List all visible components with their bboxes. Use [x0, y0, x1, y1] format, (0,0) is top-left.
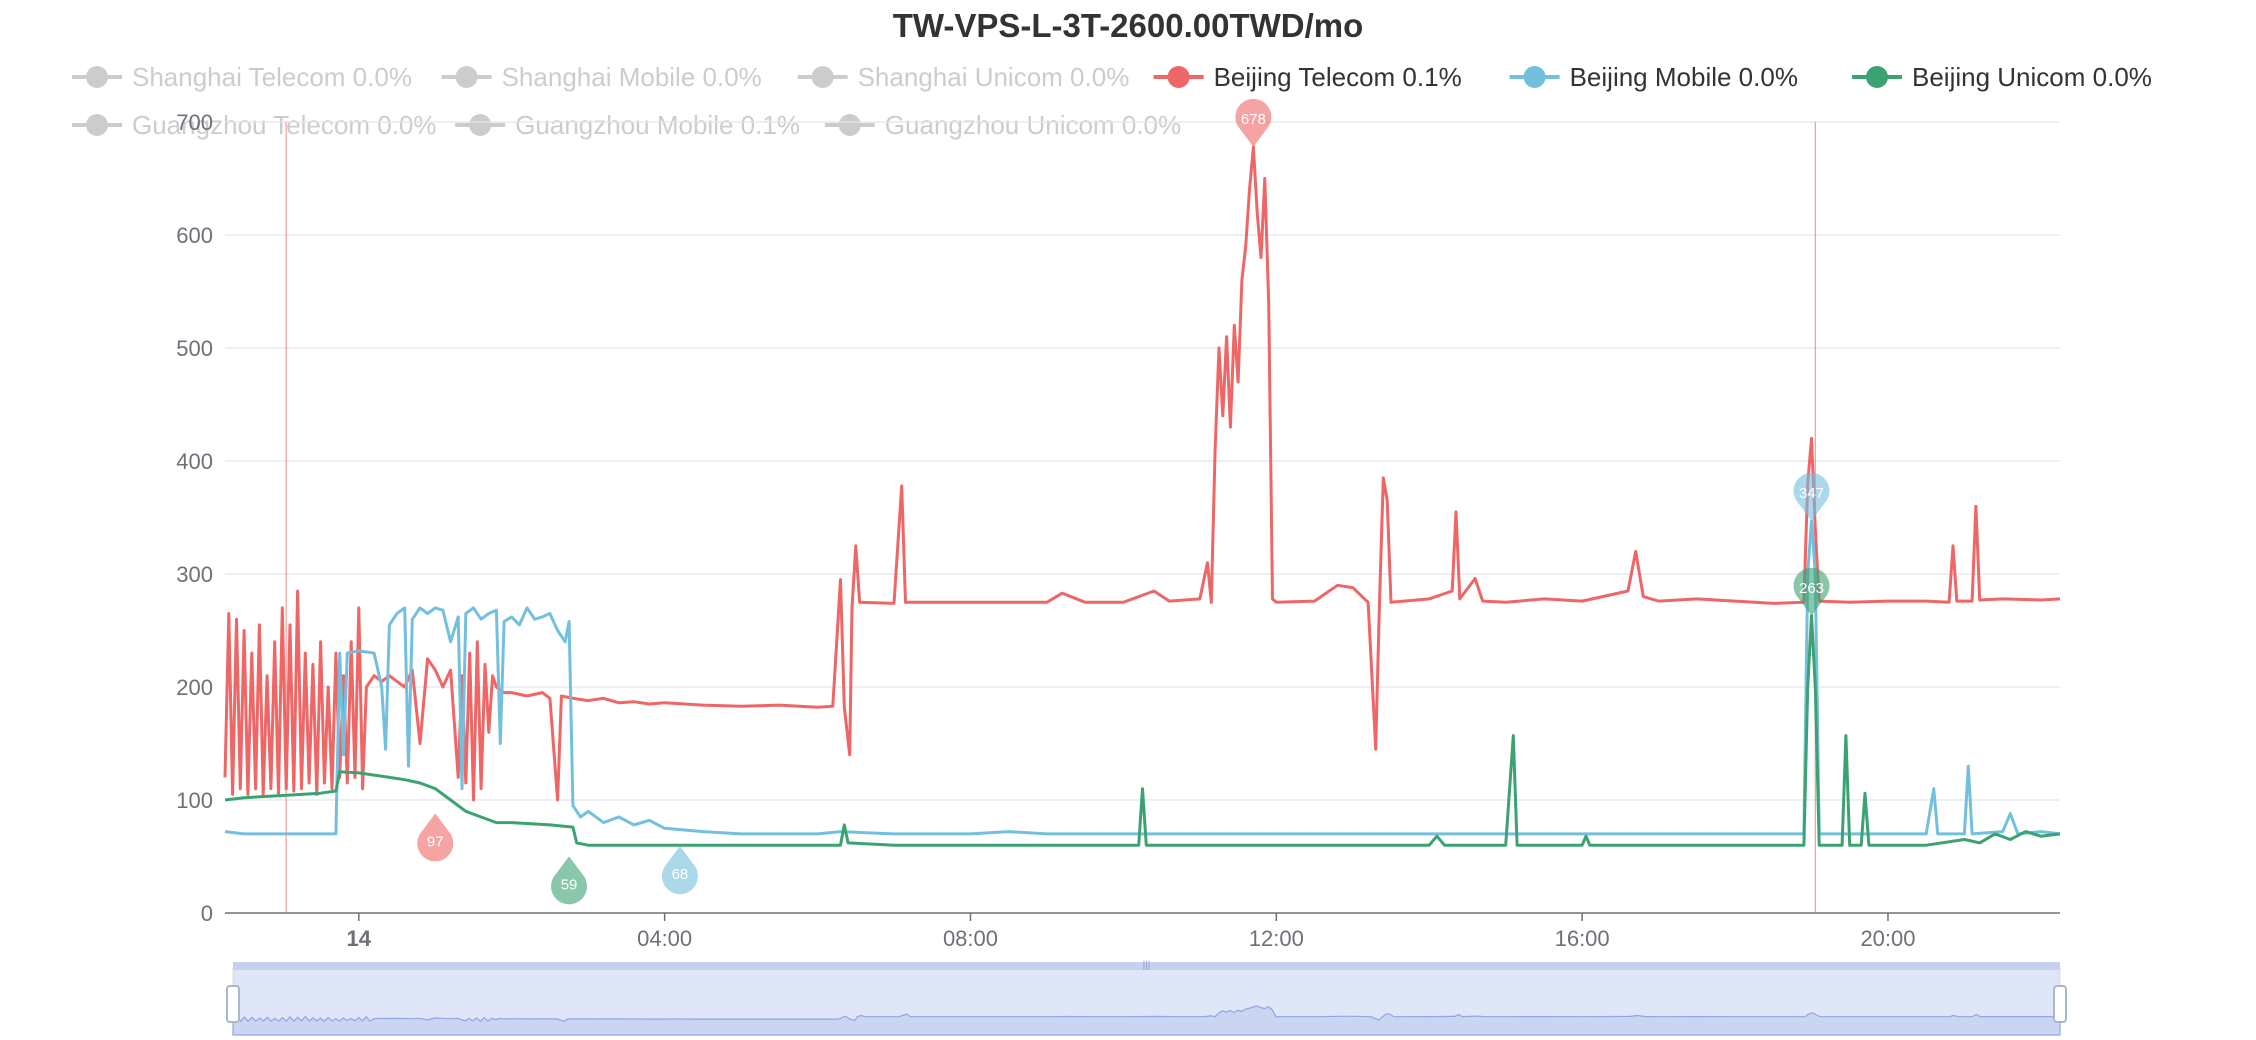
min-value-marker: 68: [661, 846, 698, 895]
legend-label: Guangzhou Telecom 0.0%: [132, 110, 437, 140]
markers: 678 347 263 97 59 68: [417, 98, 1830, 905]
legend-item[interactable]: Beijing Unicom 0.0%: [1852, 62, 2152, 92]
svg-text:|||: |||: [1143, 960, 1151, 971]
legend-item[interactable]: Shanghai Unicom 0.0%: [797, 62, 1130, 92]
legend-dot-icon: [1866, 66, 1888, 88]
legend-item[interactable]: Beijing Telecom 0.1%: [1153, 62, 1462, 92]
legend-item[interactable]: Guangzhou Unicom 0.0%: [824, 110, 1181, 140]
legend-label: Guangzhou Mobile 0.1%: [515, 110, 800, 140]
legend-item[interactable]: Shanghai Mobile 0.0%: [441, 62, 762, 92]
y-tick-label: 300: [176, 562, 213, 587]
max-value-marker: 678: [1235, 98, 1272, 147]
x-tick-label: 04:00: [637, 926, 692, 951]
series-line-beijing-mobile: [224, 519, 2061, 836]
max-value-marker: 263: [1793, 567, 1830, 616]
legend-dot-icon: [86, 66, 108, 88]
legend-dot-icon: [455, 66, 478, 88]
y-tick-label: 0: [201, 901, 213, 926]
zoom-data-shadow: [232, 1005, 2061, 1036]
legend-dot-icon: [1167, 66, 1190, 88]
x-tick-label: 20:00: [1860, 926, 1915, 951]
y-tick-label: 700: [176, 110, 213, 135]
series-line-beijing-unicom: [224, 614, 2061, 847]
y-tick-label: 200: [176, 675, 213, 700]
x-tick-label: 16:00: [1555, 926, 1610, 951]
legend-label: Shanghai Unicom 0.0%: [858, 62, 1130, 92]
svg-text:59: 59: [561, 876, 578, 893]
zoom-handle-right[interactable]: [2053, 985, 2067, 1023]
zoom-move-handle[interactable]: [233, 962, 2060, 970]
svg-text:263: 263: [1799, 580, 1824, 597]
y-tick-label: 600: [176, 223, 213, 248]
legend-dot-icon: [1523, 66, 1546, 88]
legend: Shanghai Telecom 0.0% Shanghai Mobile 0.0…: [72, 62, 2152, 140]
chart-title: TW-VPS-L-3T-2600.00TWD/mo: [893, 7, 1364, 44]
legend-item[interactable]: Shanghai Telecom 0.0%: [72, 62, 412, 92]
x-tick-label: 12:00: [1249, 926, 1304, 951]
mark-lines: [285, 122, 1816, 913]
legend-label: Beijing Unicom 0.0%: [1912, 62, 2152, 92]
legend-dot-icon: [838, 114, 861, 136]
legend-item[interactable]: Guangzhou Mobile 0.1%: [455, 110, 800, 140]
legend-dot-icon: [811, 66, 834, 88]
y-tick-label: 500: [176, 336, 213, 361]
legend-item[interactable]: Guangzhou Telecom 0.0%: [72, 110, 437, 140]
x-axis: 14 04:00 08:00 12:00 16:00 20:00: [347, 913, 1916, 951]
svg-text:347: 347: [1799, 485, 1824, 502]
legend-label: Shanghai Telecom 0.0%: [132, 62, 412, 92]
y-tick-label: 100: [176, 788, 213, 813]
x-tick-label: 08:00: [943, 926, 998, 951]
legend-item[interactable]: Beijing Mobile 0.0%: [1509, 62, 1798, 92]
x-tick-label: 14: [347, 926, 372, 951]
legend-label: Guangzhou Unicom 0.0%: [885, 110, 1181, 140]
y-tick-label: 400: [176, 449, 213, 474]
y-axis: 0 100 200 300 400 500 600 700: [176, 110, 213, 926]
svg-text:678: 678: [1241, 111, 1266, 128]
series-line-beijing-telecom: [223, 145, 2061, 802]
zoom-handle-left[interactable]: [226, 985, 240, 1023]
legend-dot-icon: [469, 114, 492, 136]
svg-text:97: 97: [427, 833, 444, 850]
legend-label: Beijing Mobile 0.0%: [1570, 62, 1798, 92]
legend-dot-icon: [86, 114, 108, 136]
legend-label: Beijing Telecom 0.1%: [1214, 62, 1462, 92]
data-zoom-slider[interactable]: |||: [226, 960, 2067, 1036]
min-value-marker: 59: [551, 856, 588, 905]
max-value-marker: 347: [1793, 472, 1830, 521]
plot-area: [223, 145, 2061, 847]
svg-text:68: 68: [672, 866, 689, 883]
min-value-marker: 97: [417, 813, 454, 862]
legend-label: Shanghai Mobile 0.0%: [502, 62, 762, 92]
